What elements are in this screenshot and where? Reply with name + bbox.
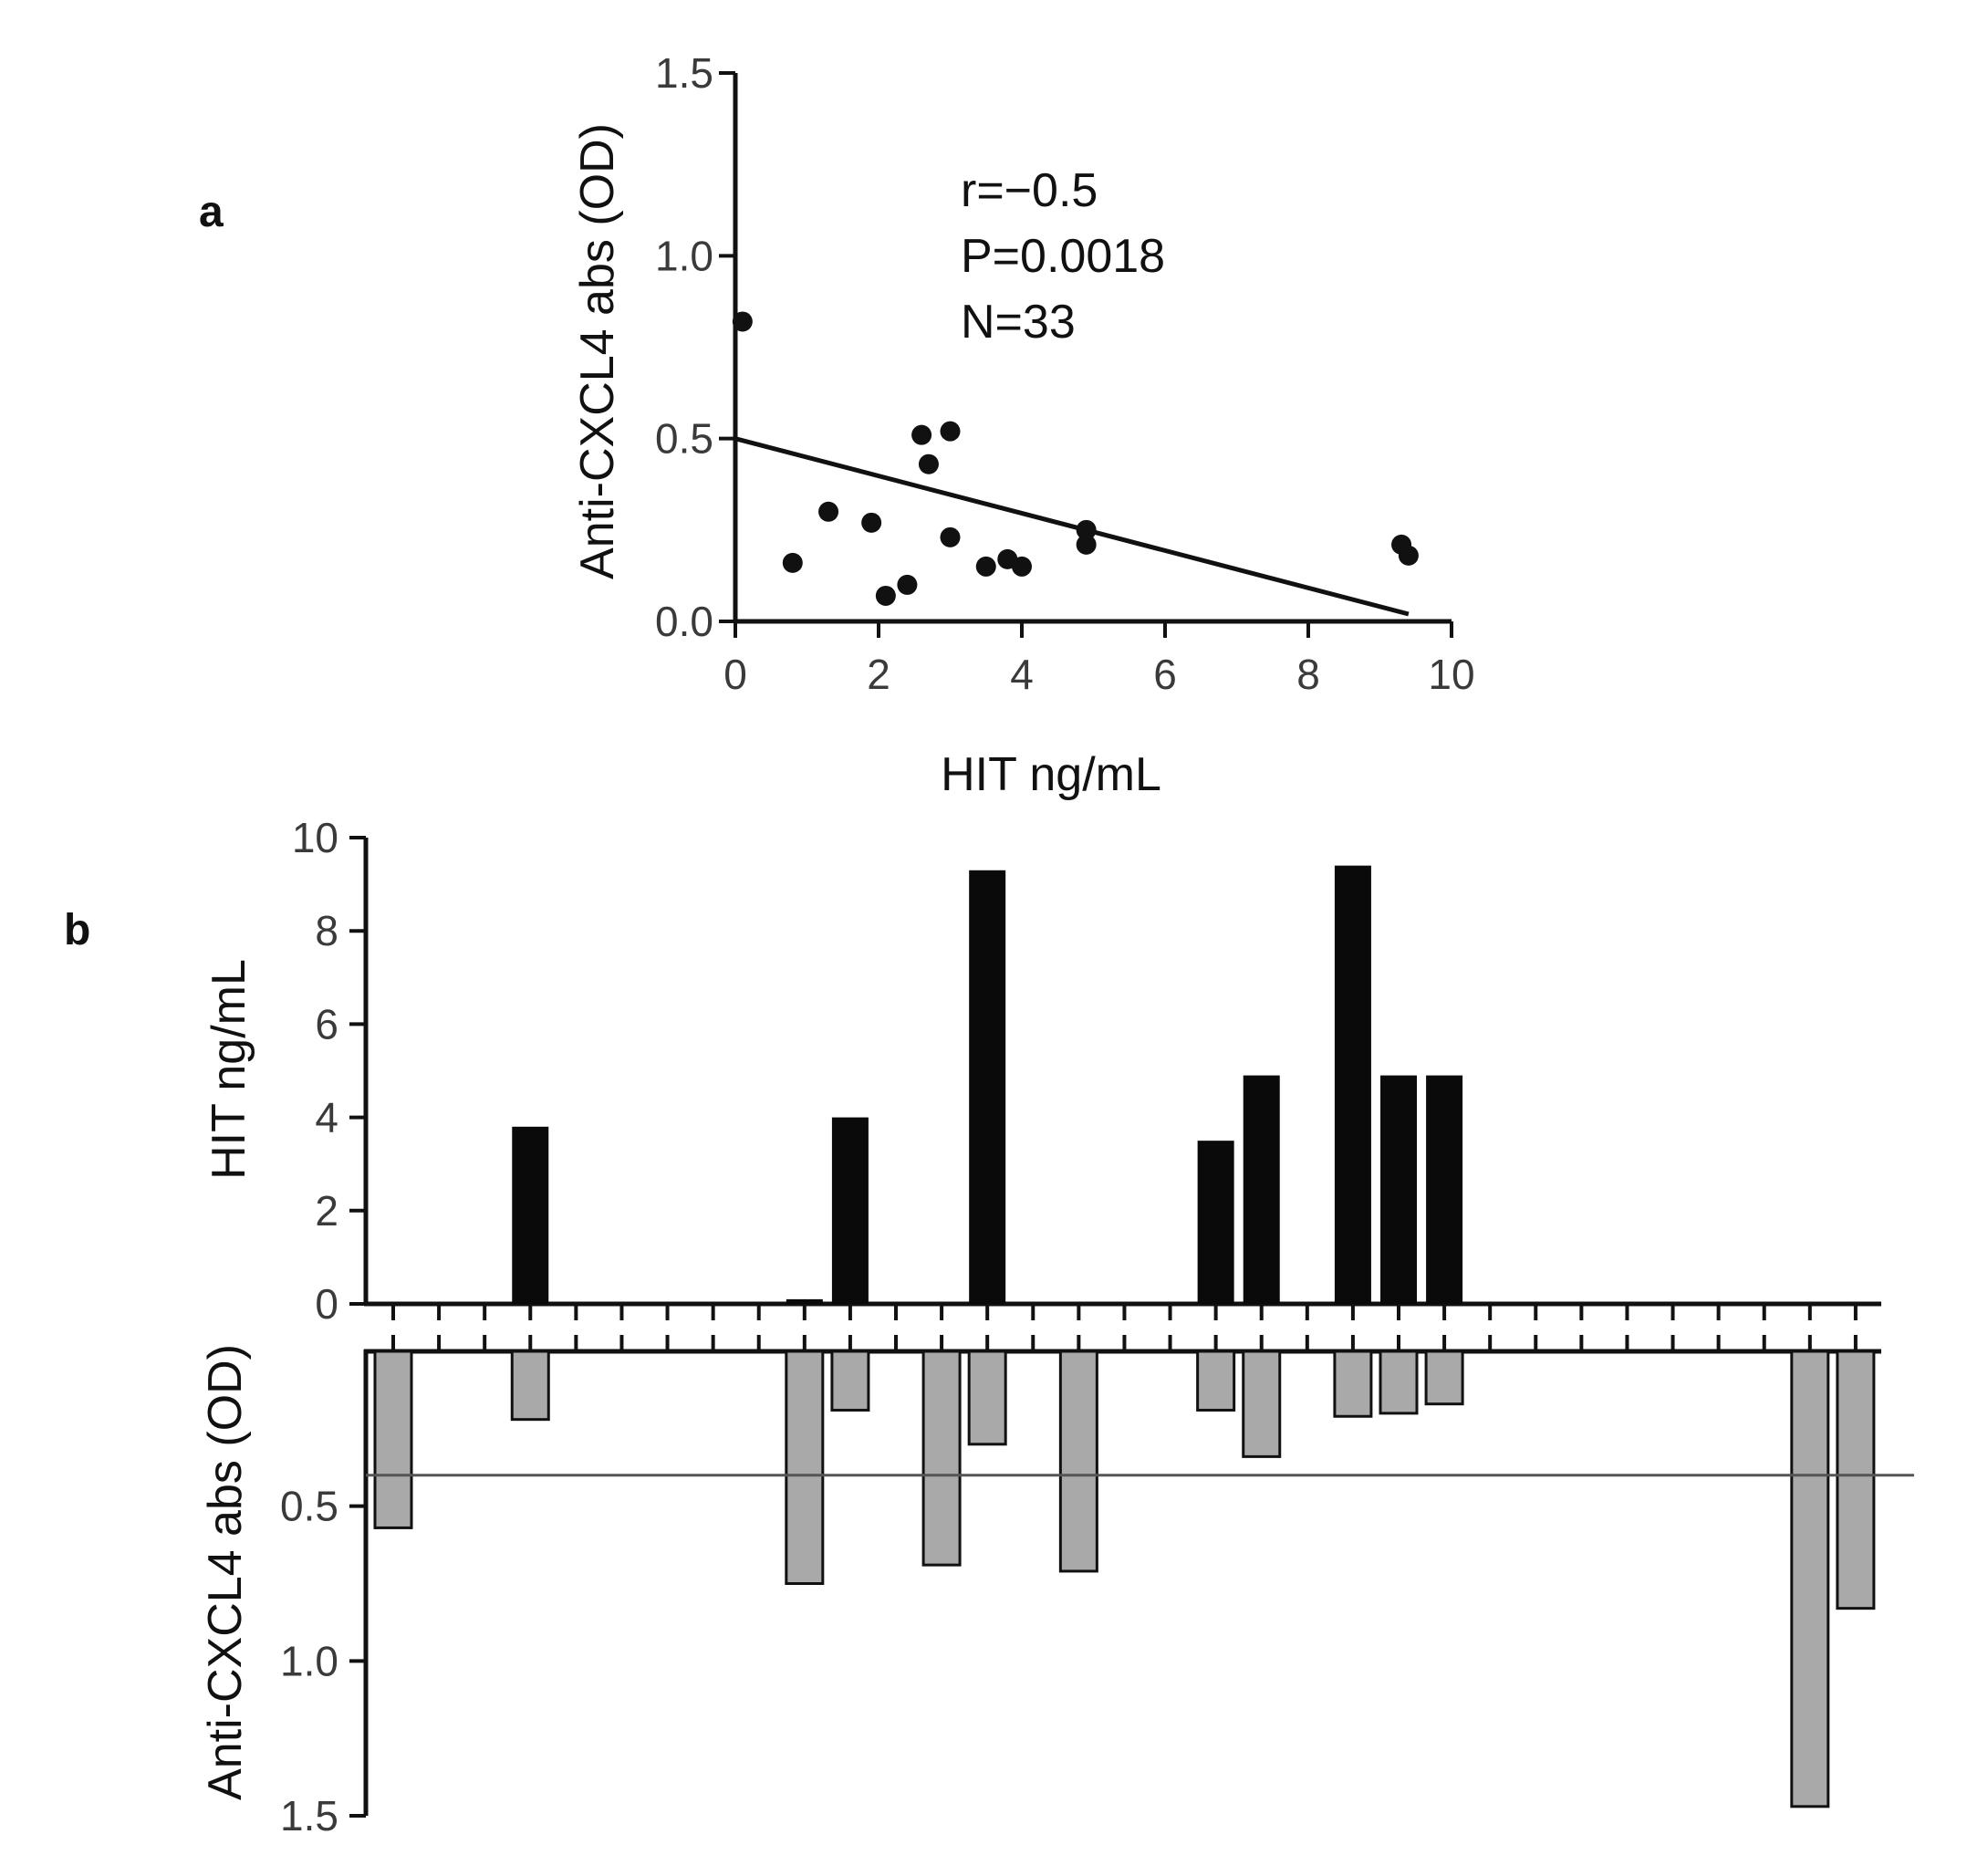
hit-bar (831, 1117, 869, 1304)
b-bottom-y-tick-label: 1.0 (280, 1637, 338, 1684)
od-bar (1242, 1350, 1282, 1458)
stat-r: r=−0.5 (961, 164, 1098, 217)
a-x-tick-label: 0 (723, 651, 747, 698)
stats-annotation: r=−0.5 P=0.0018 N=33 (961, 164, 1165, 349)
data-point (975, 556, 996, 577)
panel-b-top-y-ticks: 0 2 4 6 8 10 (292, 814, 366, 1328)
od-bar (1424, 1350, 1464, 1406)
data-point (1012, 556, 1032, 577)
b-top-y-tick-label: 2 (315, 1187, 338, 1235)
panel-a-y-axis-label: Anti-CXCL4 abs (OD) (571, 123, 624, 579)
panel-b-bottom-bars (373, 1350, 1876, 1808)
stat-n: N=33 (961, 296, 1076, 349)
panel-a-x-axis-label: HIT ng/mL (941, 748, 1161, 801)
data-point (940, 526, 961, 547)
panel-a-points (732, 311, 1419, 606)
data-point (911, 424, 932, 445)
od-bar (1790, 1350, 1830, 1808)
a-y-tick-label: 0.5 (655, 415, 713, 463)
b-top-y-tick-label: 4 (315, 1094, 338, 1141)
data-point (782, 552, 803, 573)
panel-b-top-y-axis-label: HIT ng/mL (203, 959, 255, 1180)
data-point (1076, 534, 1097, 555)
a-x-tick-label: 4 (1010, 651, 1034, 698)
panel-a-axes (733, 73, 1452, 624)
a-x-tick-label: 6 (1153, 651, 1177, 698)
panel-b-bottom-y-ticks: 0.5 1.0 1.5 (280, 1483, 366, 1840)
a-x-tick-label: 8 (1296, 651, 1320, 698)
a-y-tick-label: 0.0 (655, 598, 713, 645)
panel-b-label: b (64, 906, 90, 954)
data-point (940, 421, 961, 442)
panel-b-category-ticks (391, 1304, 1858, 1351)
od-bar (510, 1350, 550, 1422)
b-top-y-tick-label: 10 (292, 814, 338, 861)
hit-bar (786, 1298, 823, 1304)
b-top-y-tick-label: 6 (315, 1000, 338, 1047)
b-top-y-tick-label: 0 (315, 1280, 338, 1328)
panel-a-y-ticks: 0.0 0.5 1.0 1.5 (655, 49, 735, 645)
regression-line (734, 436, 1410, 617)
hit-bar (1197, 1141, 1234, 1304)
hit-bar (1380, 1075, 1417, 1304)
od-bar (830, 1350, 870, 1412)
od-bar (967, 1350, 1007, 1446)
od-bar (1333, 1350, 1373, 1418)
hit-bar (512, 1126, 549, 1304)
a-x-tick-label: 10 (1428, 651, 1474, 698)
hit-bar (969, 870, 1006, 1304)
data-point (1076, 519, 1097, 540)
data-point (875, 585, 896, 606)
a-x-tick-label: 2 (867, 651, 890, 698)
od-bar (373, 1350, 413, 1529)
od-bar (1379, 1350, 1419, 1415)
hit-bar (1426, 1075, 1463, 1304)
b-bottom-y-tick-label: 1.5 (280, 1792, 338, 1840)
b-bottom-y-tick-label: 0.5 (280, 1483, 338, 1530)
panel-b-top-bars (512, 865, 1463, 1304)
data-point (732, 311, 753, 332)
stat-p: P=0.0018 (961, 230, 1165, 283)
data-point (861, 512, 882, 533)
panel-a-x-ticks: 0 2 4 6 8 10 (723, 621, 1475, 698)
data-point (918, 453, 939, 474)
hit-bar (1243, 1075, 1280, 1304)
hit-bar (1334, 865, 1371, 1304)
od-bar (1836, 1350, 1876, 1610)
panel-b-axes (363, 838, 1881, 1816)
od-bar (1058, 1350, 1098, 1573)
a-y-tick-label: 1.0 (655, 232, 713, 279)
od-bar (921, 1350, 962, 1567)
od-bar (1196, 1350, 1236, 1412)
data-point (818, 501, 839, 522)
od-bar (785, 1350, 825, 1585)
data-point (897, 574, 918, 595)
panel-a-label: a (199, 188, 224, 236)
b-top-y-tick-label: 8 (315, 907, 338, 954)
data-point (1398, 545, 1419, 566)
panel-b-bottom-y-axis-label: Anti-CXCL4 abs (OD) (199, 1344, 252, 1800)
a-y-tick-label: 1.5 (655, 49, 713, 97)
